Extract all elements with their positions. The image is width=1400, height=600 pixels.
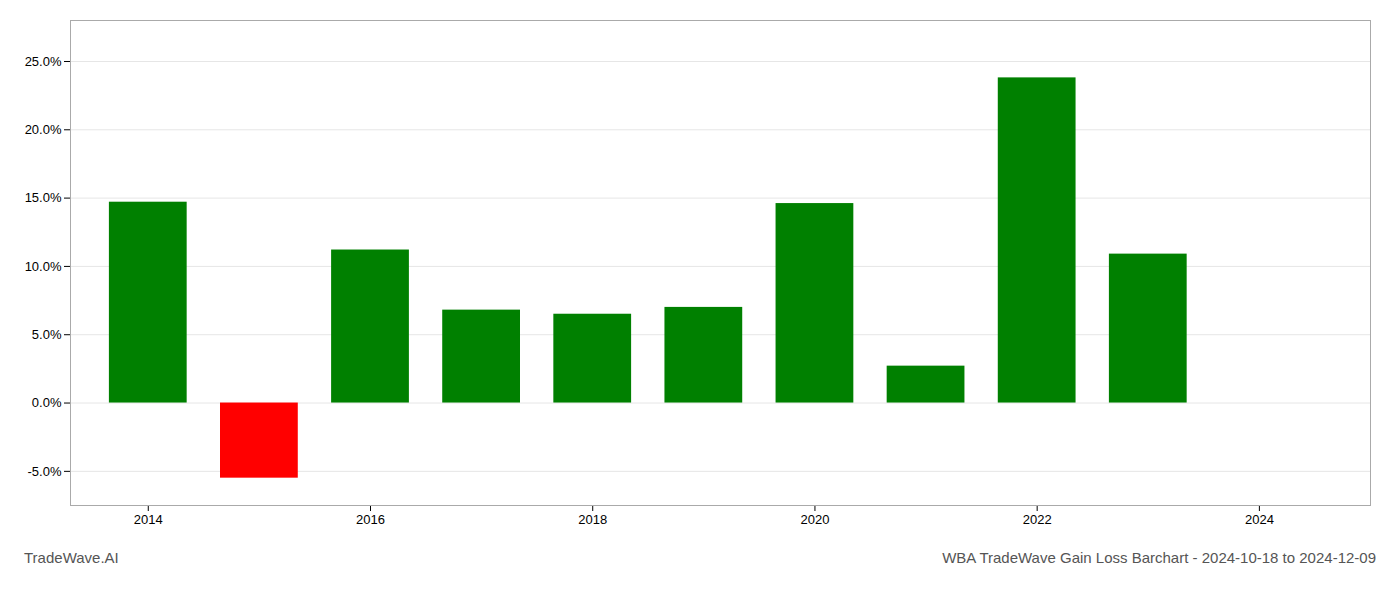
svg-text:0.0%: 0.0%	[32, 395, 62, 410]
svg-text:2014: 2014	[134, 512, 163, 527]
svg-text:2020: 2020	[800, 512, 829, 527]
svg-text:20.0%: 20.0%	[25, 122, 62, 137]
svg-text:2018: 2018	[578, 512, 607, 527]
html-text:TradeWave.AI: TradeWave.AI	[24, 549, 119, 566]
svg-text:-5.0%: -5.0%	[28, 464, 62, 479]
svg-text:25.0%: 25.0%	[25, 54, 62, 69]
svg-text:10.0%: 10.0%	[25, 259, 62, 274]
svg-text:15.0%: 15.0%	[25, 190, 62, 205]
svg-text:2022: 2022	[1023, 512, 1052, 527]
svg-text:5.0%: 5.0%	[32, 327, 62, 342]
html-text:WBA TradeWave Gain Loss Barcha: WBA TradeWave Gain Loss Barchart - 2024-…	[942, 549, 1376, 566]
svg-text:2024: 2024	[1245, 512, 1274, 527]
svg-text:2016: 2016	[356, 512, 385, 527]
